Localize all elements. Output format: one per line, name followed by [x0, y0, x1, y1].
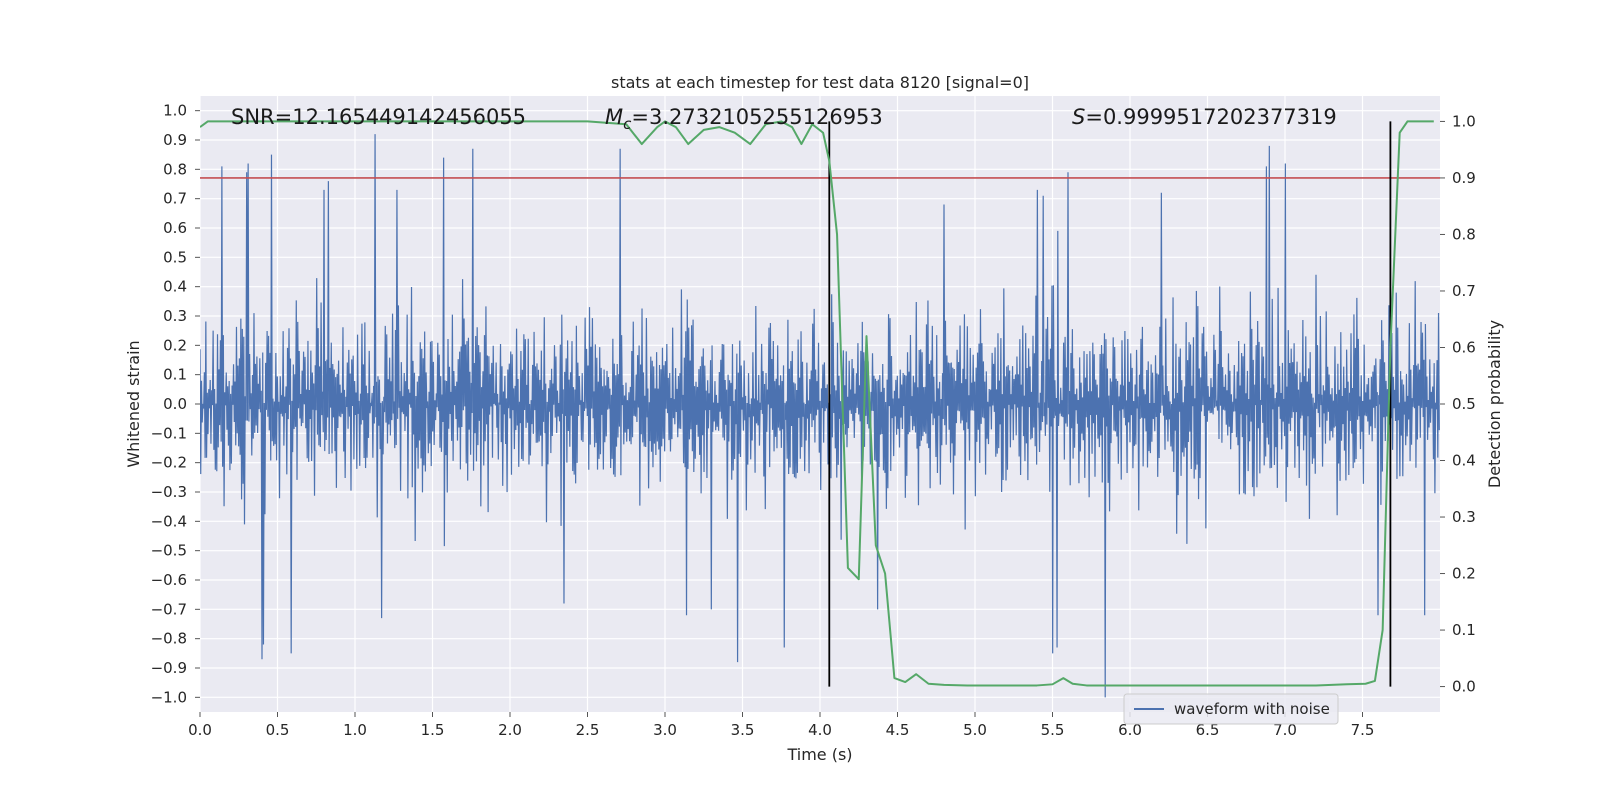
legend: waveform with noise	[1123, 693, 1339, 725]
x-tick-label: 2.5	[576, 721, 600, 739]
s-statistic-symbol: S	[1072, 105, 1085, 129]
y-right-tick-label: 0.9	[1452, 169, 1476, 187]
x-axis-ticks: 0.0 0.5 1.0 1.5 2.0 2.5 3.0 3.5 4.0 4.5 5.0 5.5 6.0 6…	[188, 712, 1374, 739]
y-axis-left-ticks: −1.0 −0.9 −0.8 −0.7 −0.6 −0.5 −0.4 −0.3 −0.2 −0.1…	[151, 102, 200, 706]
y-right-tick-label: 0.5	[1452, 395, 1476, 413]
chart-title: stats at each timestep for test data 812…	[611, 73, 1029, 92]
y-left-tick-label: 0.7	[163, 190, 187, 208]
y-right-tick-label: 0.1	[1452, 621, 1476, 639]
y-axis-right-ticks: 0.0 0.1 0.2 0.3 0.4 0.5 0.6 0.7 0.8 0.9 1.0	[1440, 112, 1476, 696]
y-left-tick-label: −0.8	[151, 630, 187, 648]
y-right-tick-label: 0.2	[1452, 565, 1476, 583]
y-right-tick-label: 0.6	[1452, 338, 1476, 356]
detection-probability-series	[200, 120, 1434, 687]
x-tick-label: 7.0	[1273, 721, 1297, 739]
y-left-tick-label: −1.0	[151, 688, 187, 706]
y-left-tick-label: −0.6	[151, 571, 187, 589]
y-left-tick-label: 0.5	[163, 248, 187, 266]
chirp-mass-annotation: Mc=3.2732105255126953	[605, 105, 883, 133]
x-tick-label: 1.5	[421, 721, 445, 739]
y-left-tick-label: −0.9	[151, 659, 187, 677]
y-left-tick-label: 0.1	[163, 366, 187, 384]
x-tick-label: 4.0	[808, 721, 832, 739]
x-tick-label: 4.5	[886, 721, 910, 739]
y-left-tick-label: −0.3	[151, 483, 187, 501]
x-tick-label: 7.5	[1351, 721, 1375, 739]
x-axis-label: Time (s)	[786, 745, 852, 764]
s-statistic-annotation: S=0.9999517202377319	[1072, 105, 1337, 129]
y-left-tick-label: −0.5	[151, 542, 187, 560]
legend-label: waveform with noise	[1174, 700, 1330, 718]
x-tick-label: 0.0	[188, 721, 212, 739]
y-left-tick-label: 0.2	[163, 336, 187, 354]
overlay-lines	[200, 121, 1440, 687]
legend-box	[1123, 693, 1339, 725]
chirp-mass-value: =3.2732105255126953	[631, 105, 882, 129]
detection-probability-line	[200, 120, 1434, 687]
chirp-mass-subscript: c	[623, 115, 632, 133]
y-right-tick-label: 0.4	[1452, 452, 1476, 470]
y-left-tick-label: 0.3	[163, 307, 187, 325]
snr-annotation: SNR=12.165449142456055	[231, 105, 526, 129]
y-left-tick-label: 0.9	[163, 131, 187, 149]
x-tick-label: 3.0	[653, 721, 677, 739]
y-left-tick-label: 0.6	[163, 219, 187, 237]
y-left-tick-label: 0.4	[163, 278, 187, 296]
y-left-tick-label: 0.0	[163, 395, 187, 413]
x-tick-label: 5.5	[1041, 721, 1065, 739]
s-statistic-value: =0.9999517202377319	[1085, 105, 1336, 129]
chirp-mass-symbol: M	[605, 105, 623, 129]
waveform-series	[200, 134, 1440, 698]
y-axis-right-label: Detection probability	[1485, 320, 1504, 488]
y-left-tick-label: 0.8	[163, 160, 187, 178]
y-left-tick-label: −0.2	[151, 454, 187, 472]
y-left-tick-label: −0.1	[151, 424, 187, 442]
x-tick-label: 6.5	[1196, 721, 1220, 739]
x-tick-label: 1.0	[343, 721, 367, 739]
y-right-tick-label: 0.7	[1452, 282, 1476, 300]
y-right-tick-label: 0.3	[1452, 508, 1476, 526]
x-tick-label: 3.5	[731, 721, 755, 739]
y-right-tick-label: 0.0	[1452, 678, 1476, 696]
y-right-tick-label: 0.8	[1452, 225, 1476, 243]
x-tick-label: 5.0	[963, 721, 987, 739]
y-left-tick-label: −0.7	[151, 600, 187, 618]
waveform-line	[200, 134, 1440, 698]
y-left-tick-label: 1.0	[163, 102, 187, 120]
x-tick-label: 2.0	[498, 721, 522, 739]
x-tick-label: 0.5	[266, 721, 290, 739]
x-tick-label: 6.0	[1118, 721, 1142, 739]
y-right-tick-label: 1.0	[1452, 112, 1476, 130]
y-axis-left-label: Whitened strain	[124, 340, 143, 467]
y-left-tick-label: −0.4	[151, 512, 187, 530]
